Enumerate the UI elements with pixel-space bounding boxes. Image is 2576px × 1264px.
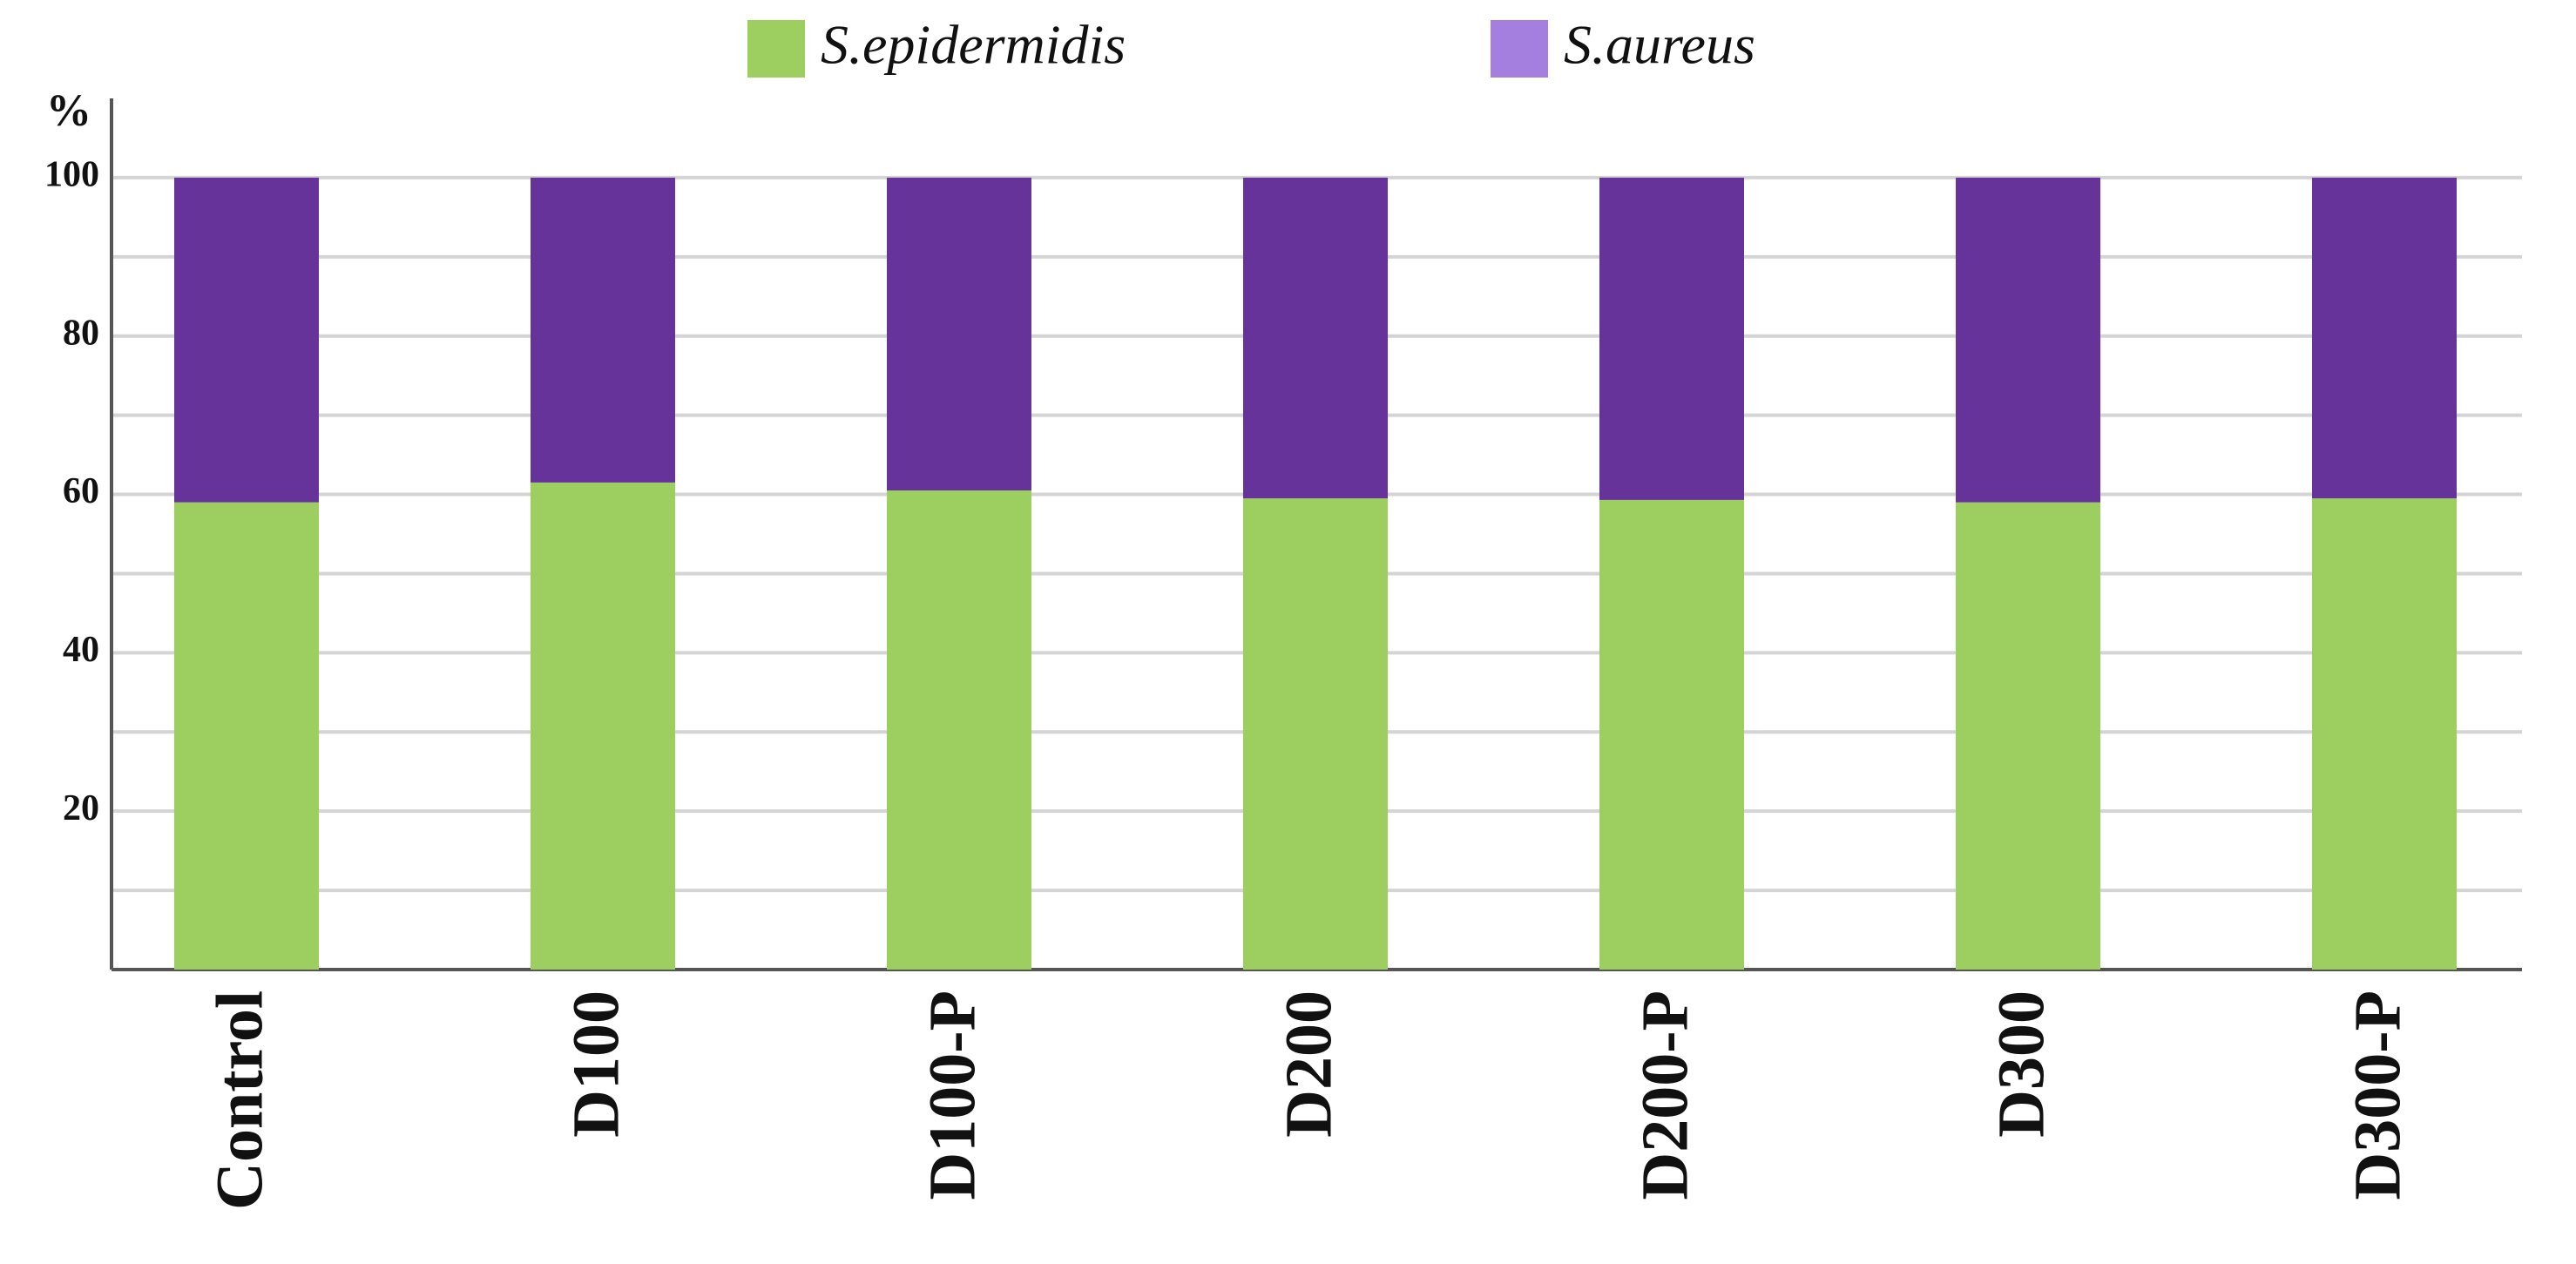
x-tick-label: D300 xyxy=(1984,990,2058,1138)
bar-segment xyxy=(887,490,1031,970)
bar-segment xyxy=(1956,177,2100,503)
bar-segment xyxy=(174,502,319,970)
y-tick-label: 60 xyxy=(63,471,99,511)
x-tick-label: D100-P xyxy=(916,990,989,1200)
y-tick-label: 80 xyxy=(63,313,99,353)
x-tick-label: D100 xyxy=(559,990,632,1138)
bar-segment xyxy=(1599,177,1744,500)
bar-segment xyxy=(2312,177,2457,499)
bar-segment xyxy=(1956,502,2100,970)
bar-segment xyxy=(2312,498,2457,970)
legend-label: S.aureus xyxy=(1564,14,1755,76)
x-tick-label: D300-P xyxy=(2341,990,2414,1200)
y-tick-label: 20 xyxy=(63,788,99,828)
bar-segment xyxy=(1243,498,1388,970)
legend-swatch xyxy=(747,20,805,78)
y-tick-label: 100 xyxy=(44,155,99,195)
bar-segment xyxy=(531,482,675,970)
bar-segment xyxy=(887,177,1031,490)
x-tick-label: D200-P xyxy=(1628,990,1701,1200)
y-axis-label: % xyxy=(46,86,91,136)
legend-swatch xyxy=(1491,20,1548,78)
bar-segment xyxy=(1599,499,1744,970)
legend-label: S.epidermidis xyxy=(821,14,1126,76)
x-tick-label: D200 xyxy=(1272,990,1345,1138)
y-tick-label: 40 xyxy=(63,630,99,670)
bar-segment xyxy=(531,177,675,483)
x-tick-label: Control xyxy=(203,990,276,1210)
bar-segment xyxy=(1243,177,1388,499)
bar-segment xyxy=(174,177,319,503)
